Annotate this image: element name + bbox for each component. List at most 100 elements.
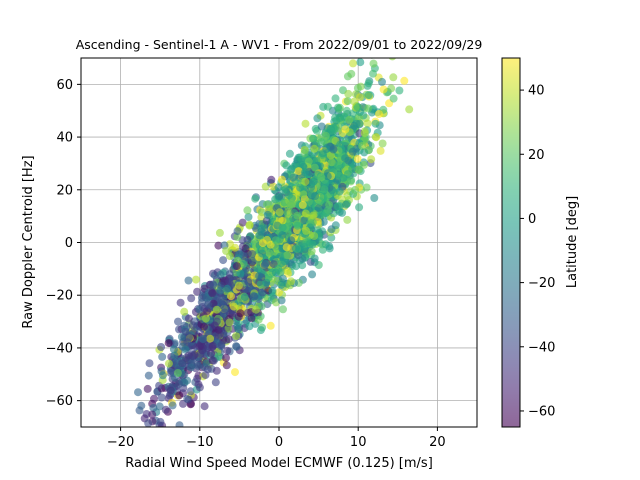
data-point bbox=[364, 79, 373, 88]
data-point bbox=[353, 84, 362, 93]
data-point bbox=[369, 69, 377, 78]
data-point bbox=[343, 97, 352, 106]
data-point bbox=[363, 119, 372, 128]
data-point bbox=[279, 305, 287, 314]
data-point bbox=[253, 265, 262, 274]
data-point bbox=[282, 251, 291, 260]
data-point bbox=[298, 200, 307, 209]
data-point bbox=[178, 342, 187, 351]
y-tick-label: 0 bbox=[65, 236, 73, 251]
data-point bbox=[308, 178, 317, 186]
data-point bbox=[355, 165, 364, 174]
data-point bbox=[322, 145, 331, 154]
data-point bbox=[189, 352, 198, 361]
data-point bbox=[254, 315, 263, 324]
data-point bbox=[193, 287, 202, 296]
data-point bbox=[277, 296, 286, 305]
data-point bbox=[247, 314, 256, 323]
data-point bbox=[150, 394, 158, 403]
data-point bbox=[395, 86, 404, 95]
data-point bbox=[316, 211, 325, 220]
data-point bbox=[301, 209, 310, 218]
data-point bbox=[195, 342, 204, 351]
data-point bbox=[173, 369, 182, 377]
data-point bbox=[248, 250, 257, 258]
data-point bbox=[313, 114, 322, 123]
data-point bbox=[156, 417, 165, 426]
data-point bbox=[308, 270, 317, 279]
data-point bbox=[212, 366, 221, 375]
data-point bbox=[227, 292, 235, 301]
data-point bbox=[307, 247, 316, 256]
data-point bbox=[267, 175, 276, 184]
data-point bbox=[353, 103, 362, 112]
data-point bbox=[232, 332, 241, 340]
x-tick-label: 0 bbox=[275, 435, 283, 450]
colorbar-tick-label: 40 bbox=[528, 84, 545, 99]
data-point bbox=[232, 262, 241, 271]
data-point bbox=[222, 353, 230, 362]
data-point bbox=[293, 221, 302, 230]
data-point bbox=[378, 77, 386, 86]
data-point bbox=[262, 200, 271, 209]
data-point bbox=[355, 93, 364, 102]
data-point bbox=[342, 106, 351, 115]
data-point bbox=[294, 167, 303, 176]
data-point bbox=[358, 142, 367, 150]
data-point bbox=[343, 215, 352, 224]
data-point bbox=[223, 346, 232, 355]
data-point bbox=[216, 286, 225, 295]
data-point bbox=[214, 325, 223, 334]
data-point bbox=[158, 352, 167, 361]
data-point bbox=[149, 404, 158, 412]
data-point bbox=[319, 193, 328, 202]
data-point bbox=[251, 194, 260, 203]
data-point bbox=[110, 464, 118, 472]
data-point bbox=[236, 309, 245, 318]
data-point bbox=[245, 220, 254, 229]
data-point bbox=[353, 155, 362, 163]
data-point bbox=[266, 321, 275, 330]
x-axis-label: Radial Wind Speed Model ECMWF (0.125) [m… bbox=[125, 456, 433, 471]
colorbar: −60 −40 −20 0 20 40 bbox=[501, 57, 555, 428]
data-point bbox=[144, 419, 153, 427]
data-point bbox=[200, 402, 209, 411]
colorbar-tick-label: −20 bbox=[528, 276, 555, 291]
data-point bbox=[185, 333, 193, 342]
data-point bbox=[200, 322, 208, 331]
data-point bbox=[222, 247, 231, 255]
data-point bbox=[236, 269, 245, 278]
data-point bbox=[229, 302, 238, 311]
chart-title: Ascending - Sentinel-1 A - WV1 - From 20… bbox=[76, 37, 483, 52]
data-point bbox=[287, 277, 296, 286]
data-point bbox=[192, 275, 200, 284]
data-points bbox=[110, 58, 414, 472]
data-point bbox=[347, 69, 356, 78]
data-point bbox=[388, 58, 397, 61]
data-point bbox=[193, 374, 202, 383]
data-point bbox=[300, 149, 309, 158]
data-point bbox=[348, 147, 357, 156]
data-point bbox=[364, 146, 373, 155]
data-point bbox=[250, 292, 259, 301]
data-point bbox=[325, 244, 334, 253]
data-point bbox=[216, 270, 225, 279]
data-point bbox=[268, 286, 277, 295]
data-point bbox=[161, 405, 170, 414]
data-point bbox=[362, 183, 371, 192]
data-point bbox=[219, 297, 228, 306]
data-point bbox=[258, 239, 267, 248]
data-point bbox=[187, 363, 195, 372]
data-point bbox=[238, 218, 247, 227]
data-point bbox=[301, 168, 309, 177]
colorbar-tick-label: −40 bbox=[528, 340, 555, 355]
data-point bbox=[292, 262, 300, 271]
data-point bbox=[231, 243, 240, 252]
data-point bbox=[345, 115, 354, 124]
data-point bbox=[271, 236, 280, 245]
data-point bbox=[264, 273, 273, 282]
data-point bbox=[305, 240, 314, 248]
data-point bbox=[137, 401, 146, 410]
data-point bbox=[292, 159, 301, 168]
data-point bbox=[300, 216, 309, 225]
